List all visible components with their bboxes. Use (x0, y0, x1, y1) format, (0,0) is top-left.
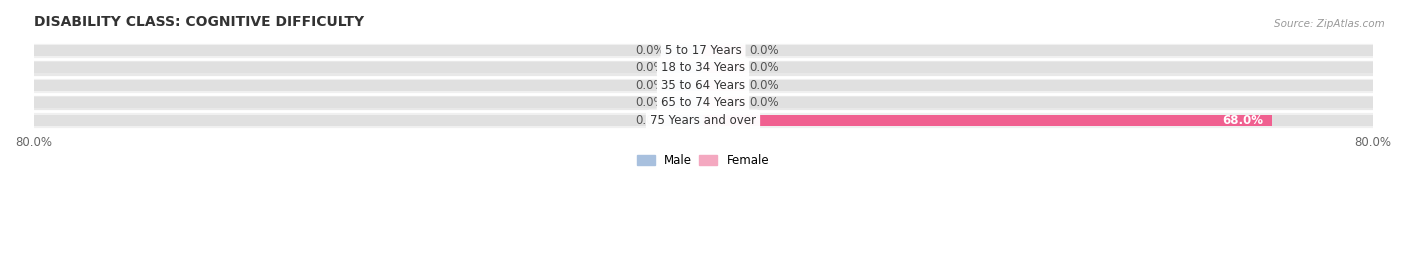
Bar (34, 97, 1372, 108)
Text: 0.0%: 0.0% (636, 79, 665, 92)
Bar (34, 77, 1372, 94)
Text: 0.0%: 0.0% (749, 79, 779, 92)
Bar (703, 62, 745, 73)
Legend: Male, Female: Male, Female (633, 150, 773, 172)
Bar (703, 80, 745, 91)
Bar (34, 42, 1372, 59)
Text: 75 Years and over: 75 Years and over (650, 114, 756, 127)
Text: 68.0%: 68.0% (1223, 114, 1264, 127)
Text: Source: ZipAtlas.com: Source: ZipAtlas.com (1274, 19, 1385, 29)
Bar (661, 45, 703, 56)
Bar (34, 111, 1372, 129)
Text: 0.0%: 0.0% (636, 114, 665, 127)
Bar (703, 45, 745, 56)
Text: 18 to 34 Years: 18 to 34 Years (661, 61, 745, 74)
Text: 0.0%: 0.0% (749, 96, 779, 109)
Bar (34, 62, 1372, 73)
Bar (703, 97, 745, 108)
Bar (34, 94, 1372, 111)
Text: 0.0%: 0.0% (749, 61, 779, 74)
Text: 0.0%: 0.0% (749, 44, 779, 57)
Text: 35 to 64 Years: 35 to 64 Years (661, 79, 745, 92)
Text: DISABILITY CLASS: COGNITIVE DIFFICULTY: DISABILITY CLASS: COGNITIVE DIFFICULTY (34, 15, 364, 29)
Bar (34, 45, 1372, 56)
Bar (34, 59, 1372, 77)
Text: 0.0%: 0.0% (636, 96, 665, 109)
Text: 0.0%: 0.0% (636, 61, 665, 74)
Text: 65 to 74 Years: 65 to 74 Years (661, 96, 745, 109)
Bar (34, 80, 1372, 91)
Bar (34, 115, 1372, 126)
Bar (661, 62, 703, 73)
Bar (703, 115, 1272, 126)
Bar (661, 115, 703, 126)
Bar (661, 97, 703, 108)
Bar (661, 80, 703, 91)
Text: 5 to 17 Years: 5 to 17 Years (665, 44, 741, 57)
Text: 0.0%: 0.0% (636, 44, 665, 57)
